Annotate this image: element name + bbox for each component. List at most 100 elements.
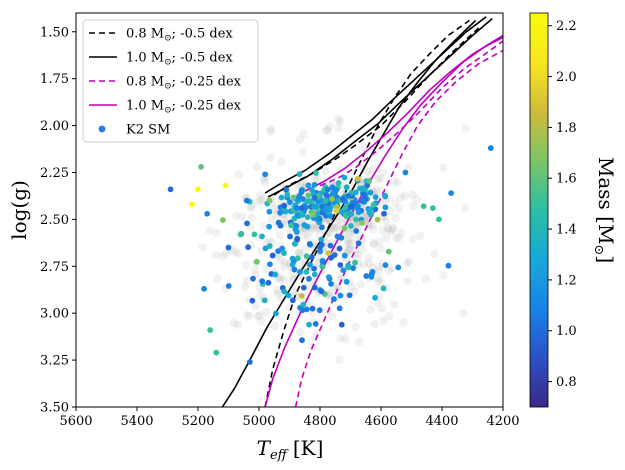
k2-point <box>311 194 318 201</box>
background-point <box>367 221 377 230</box>
background-point <box>259 175 268 184</box>
background-point <box>394 233 404 243</box>
background-point <box>241 261 251 270</box>
background-point <box>344 246 353 256</box>
background-point <box>403 276 412 286</box>
background-point <box>355 337 364 346</box>
k2-point <box>269 252 276 259</box>
background-point <box>373 298 382 308</box>
k2-point <box>225 283 232 289</box>
k2-point <box>330 190 337 197</box>
background-point <box>389 177 398 186</box>
k2-point <box>382 193 389 200</box>
background-point <box>352 249 362 259</box>
background-point <box>393 178 402 188</box>
k2-point <box>266 197 273 204</box>
colorbar-tick-label: 1.0 <box>556 324 577 339</box>
k2-point <box>346 210 353 217</box>
k2-point <box>304 214 311 221</box>
background-point <box>408 234 418 244</box>
background-point <box>387 264 397 273</box>
k2-point <box>308 254 315 261</box>
background-point <box>250 265 260 274</box>
k2-point <box>353 216 359 223</box>
k2-point <box>306 275 312 282</box>
background-point <box>299 129 309 139</box>
k2-point <box>318 288 325 295</box>
k2-point <box>222 182 229 189</box>
k2-point <box>331 296 337 302</box>
background-point <box>266 127 275 136</box>
k2-point <box>381 210 387 217</box>
k2-point <box>445 262 452 269</box>
background-point <box>343 245 353 254</box>
background-point <box>350 287 359 296</box>
background-point <box>344 239 353 249</box>
background-point <box>346 227 355 237</box>
k2-point <box>325 274 332 281</box>
background-point <box>298 147 308 156</box>
k2-point <box>312 321 319 327</box>
k2-point <box>296 171 303 178</box>
background-point <box>386 206 395 216</box>
background-point <box>332 223 341 232</box>
background-point <box>335 215 344 225</box>
colorbar-tick-label: 1.2 <box>556 273 577 288</box>
k2-point <box>311 181 318 188</box>
background-point <box>253 311 262 321</box>
background-point <box>364 259 374 268</box>
background-point <box>205 226 214 235</box>
background-point <box>285 303 294 312</box>
background-point <box>335 117 345 126</box>
k2-point <box>311 265 318 272</box>
k2-point <box>291 266 298 273</box>
background-point <box>400 191 410 200</box>
background-point <box>255 310 264 320</box>
k2-point <box>348 203 355 209</box>
k2-point <box>189 201 195 208</box>
background-point <box>275 230 284 240</box>
background-point <box>273 289 283 298</box>
background-point <box>369 240 379 249</box>
colorbar-tick-label: 1.8 <box>556 121 577 136</box>
colorbar-tick-label: 1.4 <box>556 223 577 238</box>
background-point <box>255 190 265 200</box>
background-point <box>369 238 378 248</box>
k2-point <box>289 297 296 304</box>
k2-point <box>282 208 289 215</box>
background-point <box>242 276 252 286</box>
k2-point <box>402 169 409 176</box>
legend-label: 0.8 M⊙; -0.5 dex <box>126 27 233 44</box>
background-point <box>337 273 346 283</box>
k2-point <box>487 145 494 151</box>
k2-point <box>336 305 343 312</box>
background-point <box>374 175 383 184</box>
k2-point <box>316 307 323 314</box>
background-point <box>460 204 470 213</box>
y-tick-label: 2.50 <box>40 213 69 228</box>
background-point <box>386 227 396 236</box>
k2-point <box>318 241 325 248</box>
k2-point <box>333 203 340 210</box>
k2-point <box>281 202 288 209</box>
background-point <box>251 301 260 310</box>
background-point <box>377 278 386 287</box>
k2-point <box>303 253 310 260</box>
background-point <box>356 231 366 241</box>
k2-point <box>338 321 345 328</box>
background-point <box>391 213 400 223</box>
background-point <box>231 247 240 256</box>
k2-point <box>198 163 204 170</box>
k2-point <box>420 203 427 210</box>
y-tick-label: 2.75 <box>40 260 69 275</box>
x-tick-label: 5000 <box>242 414 275 429</box>
k2-point <box>167 186 174 193</box>
background-point <box>332 223 342 232</box>
k2-point <box>246 359 253 365</box>
background-point <box>246 204 256 213</box>
background-point <box>256 196 266 205</box>
k2-point <box>306 321 312 328</box>
background-point <box>394 204 404 213</box>
k2-point <box>310 211 317 218</box>
background-point <box>347 283 356 292</box>
